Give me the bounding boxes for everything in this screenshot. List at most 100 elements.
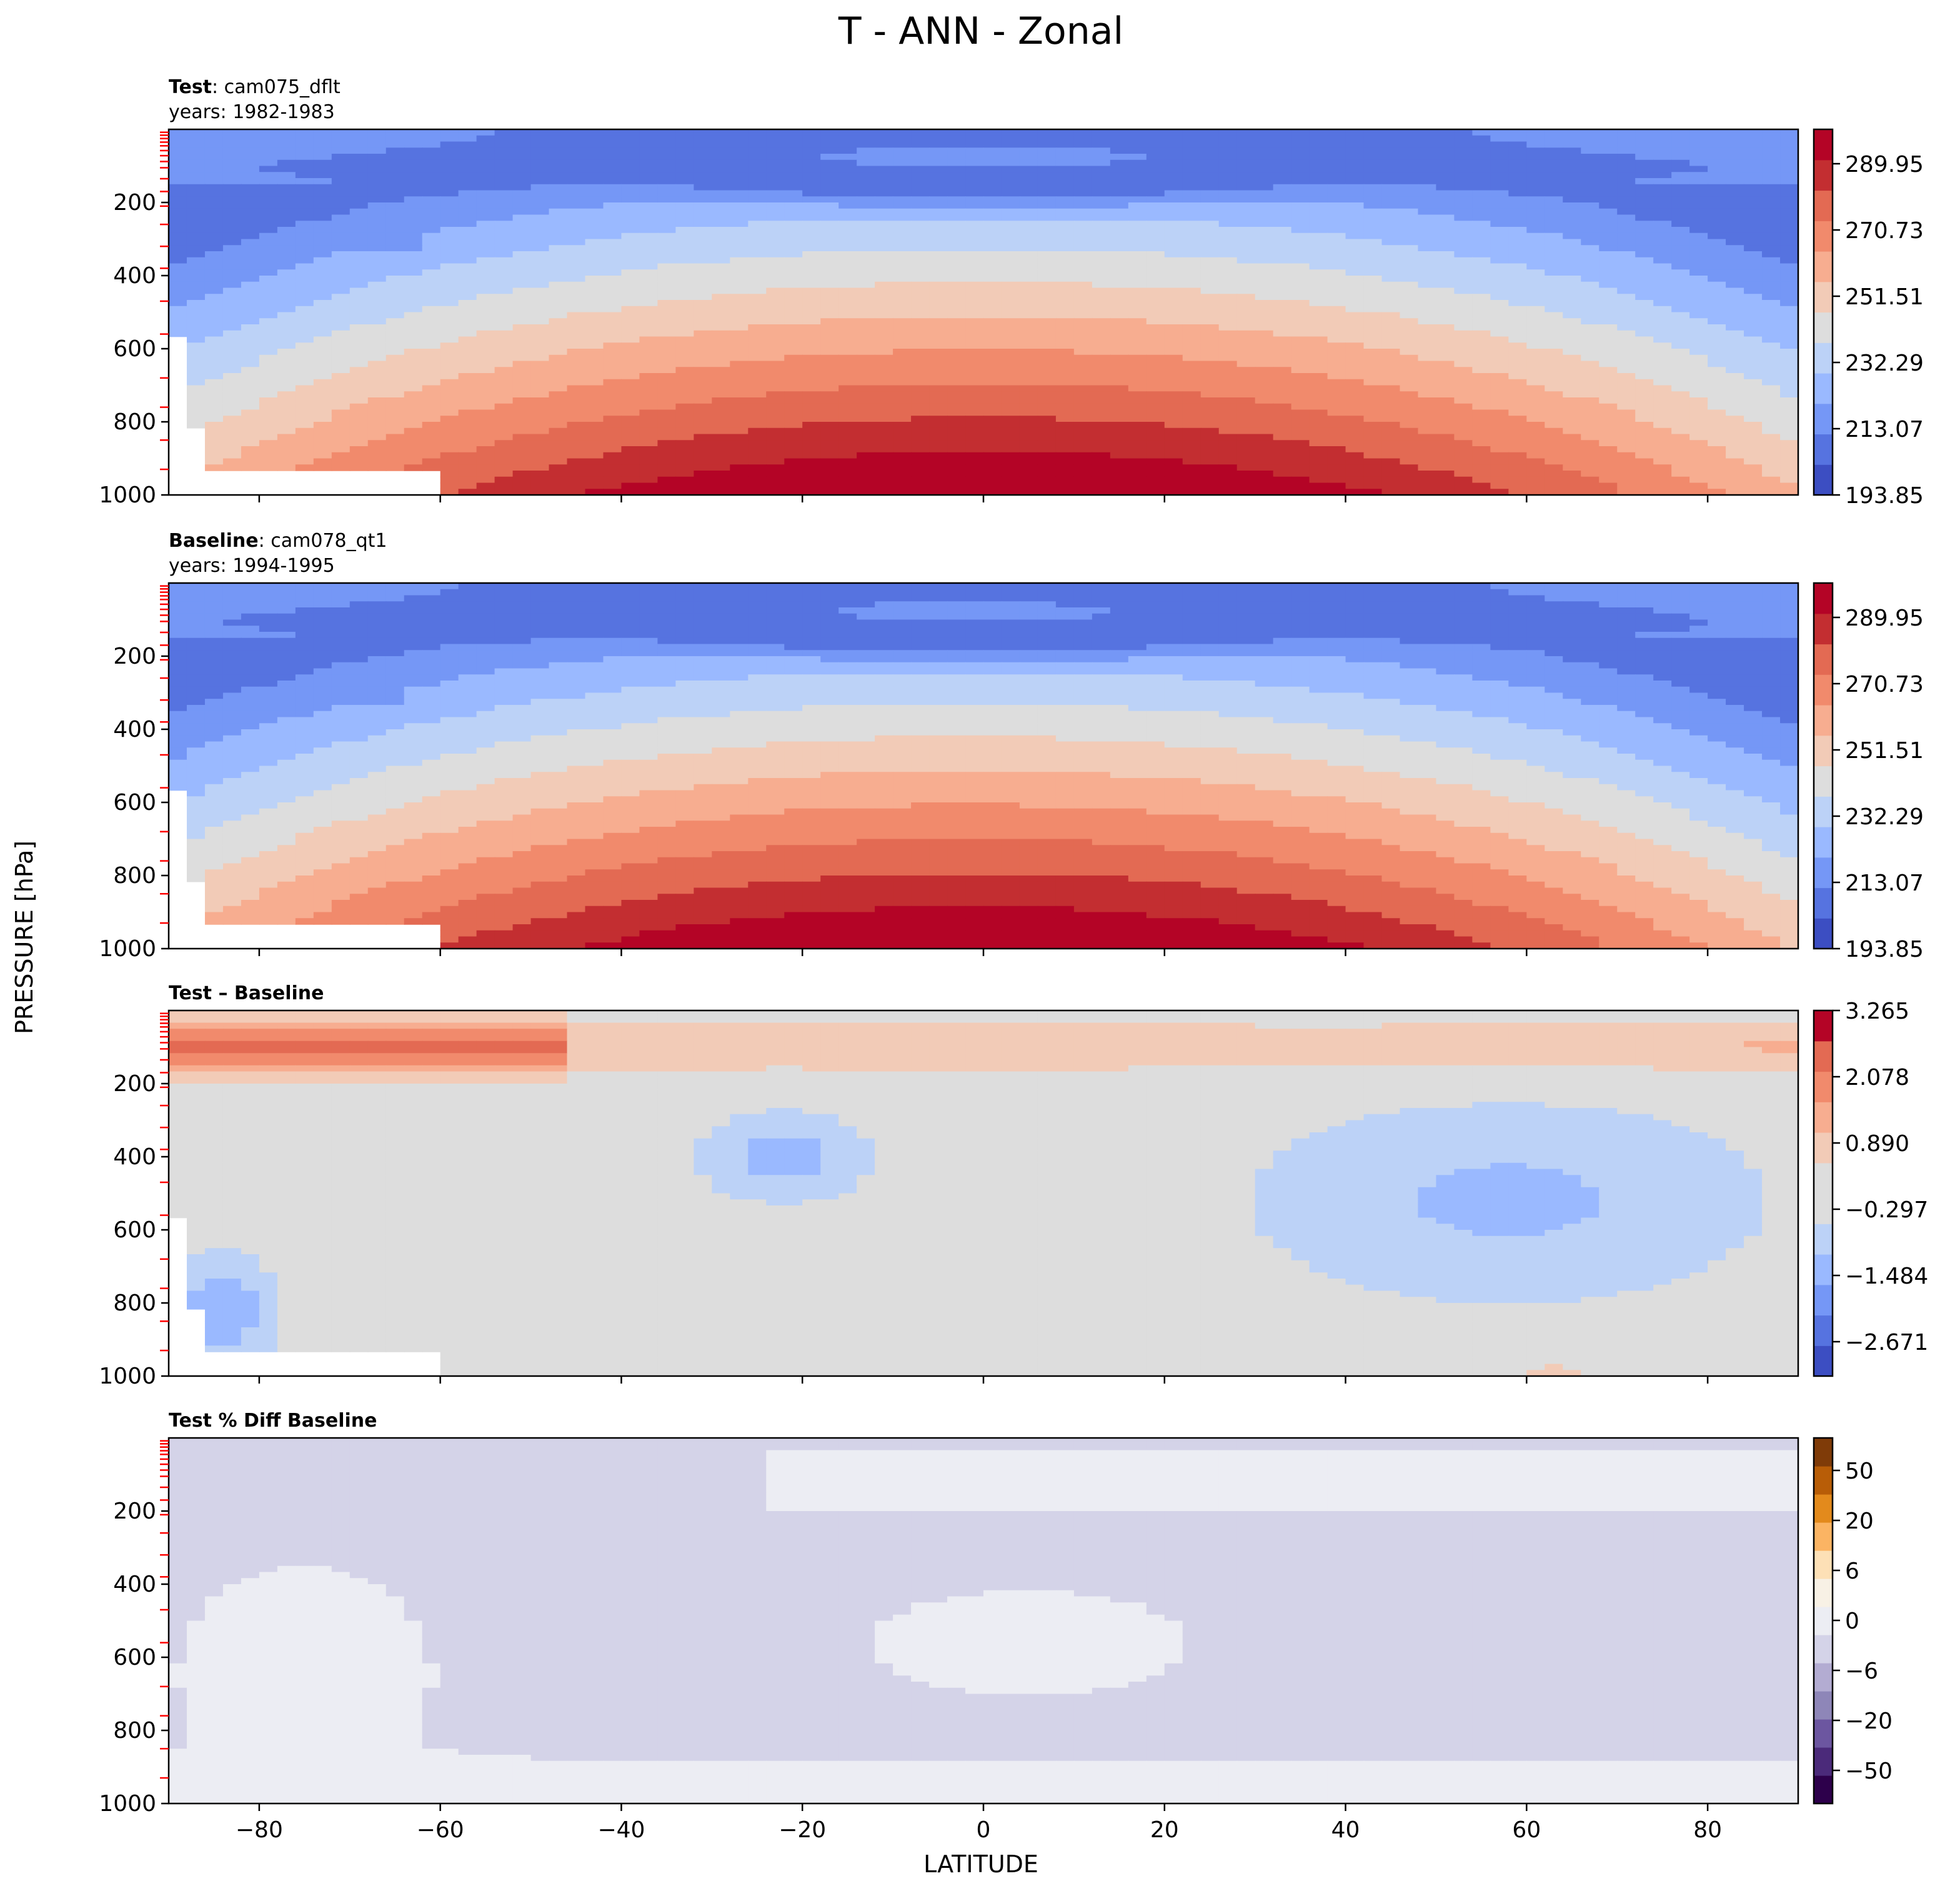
field-cell	[1436, 379, 1455, 386]
field-cell	[169, 202, 187, 209]
field-cell	[1508, 458, 1528, 466]
field-cell	[694, 427, 713, 435]
field-cell	[1164, 227, 1183, 234]
field-cell	[331, 281, 351, 289]
field-cell	[1363, 373, 1383, 380]
field-cell	[1001, 464, 1020, 471]
field-cell	[730, 251, 749, 258]
field-cell	[1218, 349, 1238, 356]
field-cell	[1001, 147, 1020, 154]
field-cell	[947, 190, 966, 197]
field-cell	[639, 452, 659, 459]
field-cell	[802, 434, 821, 441]
field-cell	[1708, 129, 1726, 136]
field-cell	[204, 336, 224, 344]
field-cell	[1164, 367, 1183, 374]
field-cell	[1236, 196, 1256, 203]
field-cell	[965, 251, 984, 258]
field-cell	[204, 440, 224, 447]
field-cell	[838, 147, 857, 154]
field-cell	[1309, 391, 1328, 398]
field-cell	[349, 458, 369, 466]
field-cell	[1400, 452, 1419, 459]
field-cell	[748, 464, 767, 471]
field-cell	[1563, 397, 1582, 404]
field-cell	[929, 379, 948, 386]
field-cell	[1200, 409, 1220, 417]
field-cell	[1146, 422, 1165, 429]
field-cell	[567, 458, 586, 466]
field-cell	[1617, 172, 1636, 179]
field-cell	[748, 208, 767, 216]
field-cell	[929, 276, 948, 282]
field-cell	[838, 416, 857, 422]
field-cell	[1599, 385, 1618, 392]
field-cell	[331, 336, 351, 344]
field-cell	[784, 342, 803, 349]
field-cell	[1744, 257, 1763, 264]
field-cell	[603, 446, 622, 453]
field-cell	[1436, 251, 1455, 258]
field-cell	[657, 172, 677, 179]
field-cell	[1164, 172, 1183, 179]
field-cell	[621, 306, 640, 313]
field-cell	[367, 276, 387, 282]
field-cell	[1708, 214, 1726, 222]
field-cell	[820, 257, 839, 264]
field-cell	[1726, 276, 1744, 282]
field-cell	[911, 422, 930, 429]
field-cell	[1599, 208, 1618, 216]
field-cell	[893, 361, 912, 368]
field-cell	[1400, 367, 1419, 374]
field-cell	[1400, 306, 1419, 313]
field-cell	[1508, 178, 1528, 185]
field-cell	[567, 190, 586, 197]
field-cell	[1744, 208, 1763, 216]
field-cell	[1037, 166, 1057, 173]
field-cell	[549, 257, 568, 264]
field-cell	[169, 178, 187, 185]
field-cell	[277, 232, 296, 240]
field-cell	[585, 239, 604, 246]
field-cell	[1762, 434, 1781, 441]
field-cell	[712, 349, 731, 356]
field-cell	[169, 154, 187, 161]
field-cell	[1599, 147, 1618, 154]
field-cell	[530, 232, 550, 240]
field-cell	[893, 324, 912, 331]
field-cell	[1309, 464, 1328, 471]
field-cell	[1617, 342, 1636, 349]
field-cell	[1019, 409, 1038, 417]
field-cell	[1200, 245, 1220, 252]
field-cell	[1400, 147, 1419, 154]
field-cell	[440, 324, 459, 331]
field-cell	[494, 300, 514, 307]
field-cell	[1780, 452, 1799, 459]
field-cell	[603, 214, 622, 222]
field-cell	[331, 464, 351, 471]
field-cell	[748, 166, 767, 173]
field-cell	[1617, 318, 1636, 325]
field-cell	[1128, 361, 1147, 368]
field-cell	[204, 178, 224, 185]
field-cell	[349, 190, 369, 197]
field-cell	[820, 263, 839, 271]
field-cell	[694, 446, 713, 453]
field-cell	[1273, 178, 1292, 185]
field-cell	[1236, 202, 1256, 209]
field-cell	[512, 276, 532, 282]
field-cell	[1454, 458, 1473, 466]
field-cell	[1708, 208, 1726, 216]
field-cell	[169, 251, 187, 258]
field-cell	[349, 385, 369, 392]
field-cell	[784, 232, 803, 240]
field-cell	[1218, 214, 1238, 222]
field-cell	[1327, 208, 1346, 216]
field-cell	[875, 251, 893, 258]
field-cell	[567, 227, 586, 234]
field-cell	[1635, 306, 1654, 313]
field-cell	[186, 221, 206, 227]
field-cell	[222, 178, 242, 185]
field-cell	[1490, 184, 1510, 191]
field-cell	[1001, 159, 1020, 167]
